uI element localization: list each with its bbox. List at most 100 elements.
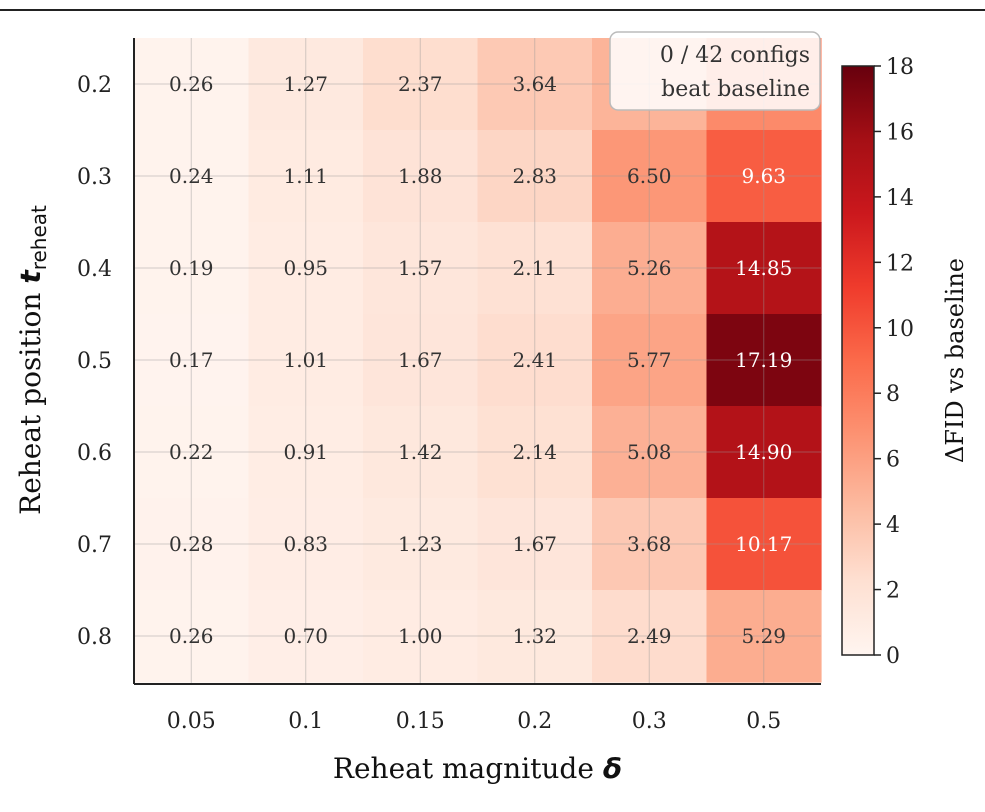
cell-value-label: 5.77 [627,348,672,372]
heatmap-cell [363,406,479,499]
heatmap-cell [248,498,364,591]
heatmap-cell [134,498,250,591]
cell-value-label: 1.11 [283,164,328,188]
cell-value-label: 0.22 [169,440,214,464]
x-tick-label: 0.5 [746,709,781,734]
heatmap-cell [134,130,250,223]
y-tick-labels: 0.2 0.3 0.4 0.5 0.6 0.7 0.8 [77,73,112,650]
colorbar-tick-label: 2 [886,579,900,604]
heatmap-cell [706,222,822,315]
y-tick-label: 0.5 [77,349,112,374]
cell-value-label: 1.88 [398,164,443,188]
heatmap-cell [134,314,250,407]
cell-value-label: 1.00 [398,624,443,648]
heatmap-cell [592,498,708,591]
cell-value-label: 17.19 [735,348,792,372]
heatmap-cell [134,406,250,499]
cell-value-label: 1.42 [398,440,443,464]
colorbar-gradient [841,65,875,656]
heatmap-cell [477,314,593,407]
cell-value-label: 0.83 [283,532,328,556]
heatmap-cell [592,406,708,499]
cell-value-label: 0.19 [169,256,214,280]
heatmap-cell [248,130,364,223]
heatmap-cell [134,38,250,131]
heatmap-cell [706,406,822,499]
cell-value-label: 1.32 [512,624,557,648]
axes [133,38,821,685]
x-tick-label: 0.05 [167,709,216,734]
x-tick-labels: 0.05 0.1 0.15 0.2 0.3 0.5 [167,709,781,734]
cell-value-label: 5.08 [627,440,672,464]
colorbar-tick-label: 14 [886,186,914,211]
cell-value-label: 5.29 [741,624,786,648]
y-tick-label: 0.3 [77,165,112,190]
y-tick-label: 0.2 [77,73,112,98]
heatmap-cell [706,498,822,591]
cell-value-label: 14.85 [735,256,792,280]
colorbar-tick-label: 18 [886,55,914,80]
heatmap-cell [363,590,479,683]
cell-value-label: 6.50 [627,164,672,188]
cell-value-label: 1.23 [398,532,443,556]
cell-labels: 0.26 1.27 2.37 3.64 0.24 1.11 1.88 2.83 6.50 9.63… [169,72,792,648]
annotation-frame [609,31,821,111]
y-tick-label: 0.7 [77,533,112,558]
cell-value-label: 0.28 [169,532,214,556]
cell-value-label: 0.70 [283,624,328,648]
heatmap-cell [706,314,822,407]
x-tick-label: 0.15 [396,709,445,734]
heatmap-cell [592,130,708,223]
heatmap-cell [248,406,364,499]
heatmap-cell [477,222,593,315]
heatmap-cell [248,314,364,407]
heatmap-cell [477,130,593,223]
heatmap-cell [363,314,479,407]
heatmap-cells [134,38,822,683]
heatmap-cell [706,590,822,683]
x-tick-label: 0.3 [632,709,667,734]
y-tick-label: 0.8 [77,625,112,650]
heatmap-cell [363,498,479,591]
annotation-line-1: 0 / 42 configs [660,43,810,68]
heatmap-cell [477,590,593,683]
cell-value-label: 10.17 [735,532,792,556]
cell-value-label: 0.26 [169,624,214,648]
y-axis-label: Reheat position treheat [14,205,51,515]
x-axis-label: Reheat magnitude δ [333,752,622,785]
cell-value-label: 0.24 [169,164,214,188]
cell-value-label: 0.17 [169,348,214,372]
cell-value-label: 9.63 [741,164,786,188]
cell-value-label: 3.64 [512,72,557,96]
heatmap-cell [706,130,822,223]
colorbar-tick-label: 16 [886,120,914,145]
heatmap-cell [248,590,364,683]
heatmap-cell [477,498,593,591]
colorbar-tick-label: 0 [886,644,900,669]
colorbar-tick-label: 8 [886,382,900,407]
heatmap-cell [134,590,250,683]
cell-value-label: 1.57 [398,256,443,280]
cell-value-label: 2.14 [512,440,557,464]
y-tick-label: 0.6 [77,441,112,466]
cell-value-label: 1.67 [512,532,557,556]
colorbar-tick-label: 4 [886,513,900,538]
cell-value-label: 2.41 [512,348,557,372]
annotation-line-2: beat baseline [661,77,810,102]
heatmap-cell [363,222,479,315]
heatmap-cell [248,38,364,131]
cell-value-label: 14.90 [735,440,792,464]
heatmap-cell [592,590,708,683]
cell-value-label: 1.67 [398,348,443,372]
x-tick-label: 0.2 [517,709,552,734]
cell-value-label: 0.91 [283,440,328,464]
cell-value-label: 1.01 [283,348,328,372]
heatmap-cell [477,406,593,499]
annotation-box: 0 / 42 configs beat baseline [609,31,821,111]
colorbar-label: ΔFID vs baseline [941,258,969,463]
colorbar-tick-label: 6 [886,448,900,473]
cell-value-label: 1.27 [283,72,328,96]
heatmap-cell [248,222,364,315]
heatmap-cell [363,38,479,131]
